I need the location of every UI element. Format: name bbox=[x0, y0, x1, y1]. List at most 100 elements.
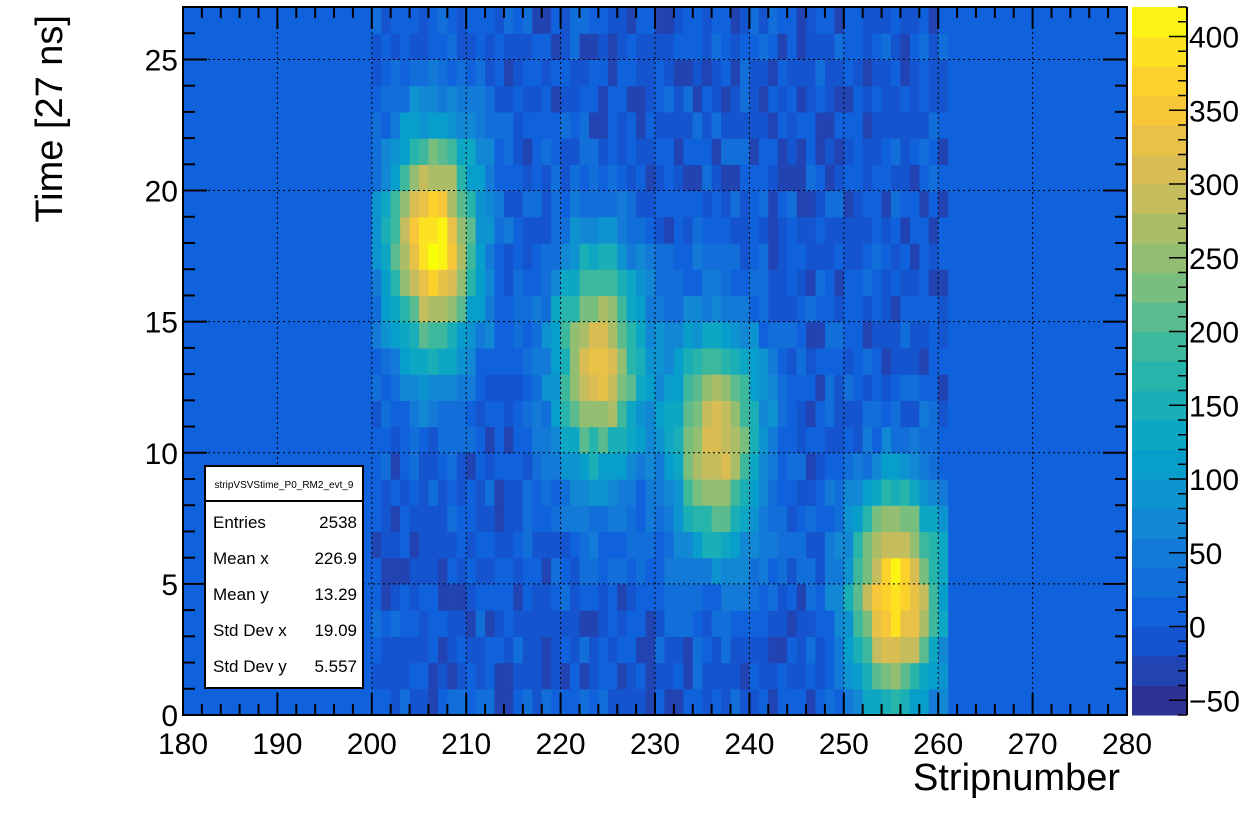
heatmap-cell bbox=[598, 243, 609, 270]
heatmap-cell bbox=[824, 662, 835, 690]
heatmap-cell bbox=[390, 7, 401, 34]
heatmap-cell bbox=[560, 216, 571, 244]
heatmap-cell bbox=[853, 505, 864, 533]
heatmap-cell bbox=[834, 138, 845, 165]
heatmap-cell bbox=[683, 269, 694, 297]
heatmap-cell bbox=[928, 505, 939, 533]
heatmap-cell bbox=[400, 216, 411, 244]
colorbar-band bbox=[1132, 36, 1187, 67]
heatmap-cell bbox=[428, 479, 439, 506]
heatmap-cell bbox=[938, 479, 949, 506]
heatmap-cell bbox=[787, 164, 798, 192]
heatmap-cell bbox=[409, 557, 420, 585]
heatmap-cell bbox=[796, 636, 807, 664]
heatmap-cell bbox=[598, 33, 609, 61]
heatmap-cell bbox=[617, 33, 628, 61]
heatmap-cell bbox=[466, 688, 477, 716]
heatmap-cell bbox=[806, 85, 817, 113]
heatmap-cell bbox=[570, 583, 581, 611]
heatmap-cell bbox=[588, 688, 599, 716]
heatmap-cell bbox=[919, 321, 930, 349]
heatmap-cell bbox=[560, 190, 571, 218]
heatmap-cell bbox=[381, 85, 392, 113]
heatmap-cell bbox=[664, 138, 675, 165]
heatmap-cell bbox=[645, 321, 656, 349]
heatmap-cell bbox=[655, 452, 666, 480]
heatmap-cell bbox=[390, 321, 401, 349]
heatmap-cell bbox=[645, 374, 656, 401]
heatmap-cell bbox=[711, 7, 722, 34]
heatmap-cell bbox=[390, 190, 401, 218]
heatmap-cell bbox=[532, 269, 543, 297]
heatmap-cell bbox=[938, 400, 949, 428]
heatmap-cell bbox=[711, 400, 722, 428]
heatmap-cell bbox=[447, 688, 458, 716]
heatmap-cell bbox=[787, 610, 798, 637]
heatmap-cell bbox=[655, 505, 666, 533]
heatmap-cell bbox=[437, 688, 448, 716]
heatmap-cell bbox=[768, 138, 779, 165]
heatmap-cell bbox=[730, 347, 741, 375]
heatmap-cell bbox=[447, 190, 458, 218]
heatmap-cell bbox=[815, 374, 826, 401]
heatmap-cell bbox=[938, 688, 949, 716]
heatmap-cell bbox=[881, 479, 892, 506]
heatmap-cell bbox=[579, 400, 590, 428]
heatmap-cell bbox=[381, 636, 392, 664]
heatmap-cell bbox=[891, 295, 902, 323]
heatmap-cell bbox=[881, 583, 892, 611]
heatmap-cell bbox=[655, 321, 666, 349]
heatmap-cell bbox=[588, 347, 599, 375]
heatmap-cell bbox=[881, 321, 892, 349]
heatmap-cell bbox=[541, 688, 552, 716]
heatmap-cell bbox=[683, 138, 694, 165]
y-axis-title: Time [27 ns] bbox=[29, 15, 71, 223]
heatmap-cell bbox=[843, 662, 854, 690]
heatmap-cell bbox=[730, 688, 741, 716]
heatmap-cell bbox=[758, 85, 769, 113]
heatmap-cell bbox=[655, 269, 666, 297]
heatmap-cell bbox=[475, 479, 486, 506]
heatmap-cell bbox=[768, 164, 779, 192]
heatmap-cell bbox=[409, 7, 420, 34]
heatmap-cell bbox=[560, 557, 571, 585]
heatmap-cell bbox=[919, 426, 930, 454]
heatmap-cell bbox=[626, 295, 637, 323]
heatmap-cell bbox=[371, 636, 382, 664]
heatmap-cell bbox=[428, 505, 439, 533]
heatmap-cell bbox=[891, 111, 902, 139]
heatmap-cell bbox=[655, 59, 666, 87]
heatmap-cell bbox=[692, 452, 703, 480]
heatmap-cell bbox=[938, 662, 949, 690]
heatmap-cell bbox=[796, 662, 807, 690]
heatmap-cell bbox=[532, 583, 543, 611]
heatmap-cell bbox=[456, 426, 467, 454]
heatmap-cell bbox=[428, 111, 439, 139]
heatmap-cell bbox=[579, 426, 590, 454]
heatmap-cell bbox=[390, 59, 401, 87]
heatmap-cell bbox=[919, 111, 930, 139]
heatmap-cell bbox=[796, 452, 807, 480]
heatmap-cell bbox=[607, 583, 618, 611]
heatmap-cell bbox=[834, 295, 845, 323]
heatmap-cell bbox=[758, 662, 769, 690]
heatmap-cell bbox=[475, 505, 486, 533]
heatmap-cell bbox=[787, 531, 798, 559]
heatmap-cell bbox=[551, 557, 562, 585]
heatmap-cell bbox=[900, 85, 911, 113]
heatmap-cell bbox=[834, 33, 845, 61]
heatmap-cell bbox=[598, 138, 609, 165]
heatmap-cell bbox=[938, 190, 949, 218]
heatmap-cell bbox=[834, 243, 845, 270]
heatmap-cell bbox=[522, 7, 533, 34]
heatmap-cell bbox=[626, 59, 637, 87]
heatmap-cell bbox=[419, 426, 430, 454]
heatmap-cell bbox=[381, 426, 392, 454]
heatmap-cell bbox=[626, 164, 637, 192]
heatmap-cell bbox=[749, 138, 760, 165]
heatmap-cell bbox=[711, 583, 722, 611]
heatmap-cell bbox=[673, 321, 684, 349]
heatmap-cell bbox=[872, 531, 883, 559]
heatmap-cell bbox=[721, 557, 732, 585]
heatmap-cell bbox=[409, 243, 420, 270]
